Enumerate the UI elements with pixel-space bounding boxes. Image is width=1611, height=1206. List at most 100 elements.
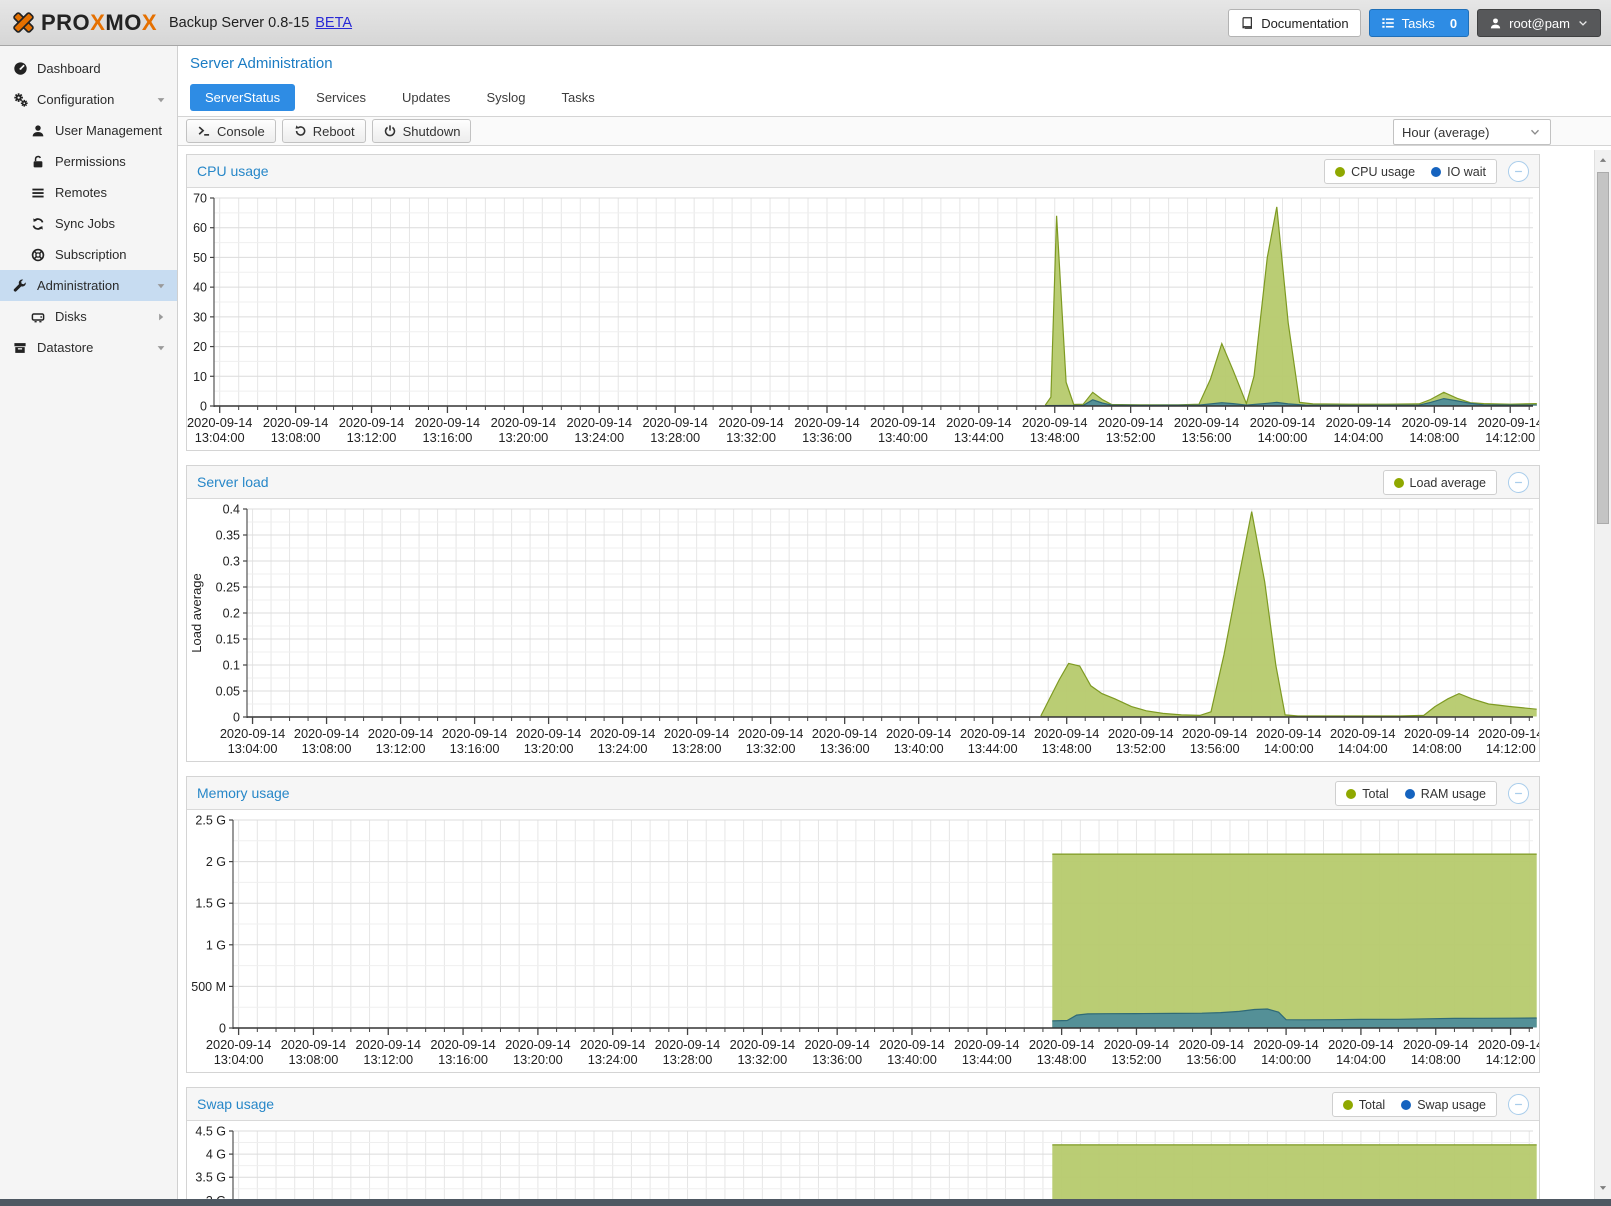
sidebar-item-dashboard[interactable]: Dashboard (0, 53, 177, 84)
sidebar-item-label: Subscription (55, 247, 127, 262)
tab-syslog[interactable]: Syslog (486, 90, 526, 105)
proxmox-logo: PROXMOX (10, 9, 157, 36)
x-tick-time-label: 13:20:00 (524, 741, 574, 756)
scroll-up-arrow-icon[interactable] (1595, 152, 1611, 168)
legend-item[interactable]: IO wait (1431, 165, 1486, 179)
x-tick-time-label: 13:24:00 (598, 741, 648, 756)
sidebar-item-label: Administration (37, 278, 120, 293)
tab-tasks[interactable]: Tasks (561, 90, 595, 105)
y-tick-label: 4 G (206, 1148, 226, 1162)
sidebar-item-sync-jobs[interactable]: Sync Jobs (0, 208, 177, 239)
collapse-panel-icon[interactable] (1508, 472, 1529, 493)
x-tick-date-label: 2020-09-14 (886, 726, 951, 741)
x-tick-time-label: 13:36:00 (802, 430, 852, 445)
caret-down-icon[interactable] (155, 94, 167, 106)
y-tick-label: 1 G (206, 938, 226, 952)
collapse-panel-icon[interactable] (1508, 1094, 1529, 1115)
x-tick-date-label: 2020-09-14 (1478, 1037, 1539, 1052)
dashboard-icon (12, 61, 28, 77)
x-tick-date-label: 2020-09-14 (567, 415, 632, 430)
shutdown-button[interactable]: Shutdown (371, 119, 472, 143)
console-button[interactable]: Console (186, 119, 276, 143)
scrollbar-thumb[interactable] (1597, 172, 1609, 524)
sidebar-item-disks[interactable]: Disks (0, 301, 177, 332)
sidebar-item-label: Permissions (55, 154, 126, 169)
caret-right-icon[interactable] (155, 311, 167, 323)
x-tick-date-label: 2020-09-14 (339, 415, 404, 430)
sidebar-item-permissions[interactable]: Permissions (0, 146, 177, 177)
proxmox-logo-text: PROXMOX (41, 10, 157, 36)
x-tick-date-label: 2020-09-14 (1174, 415, 1239, 430)
x-tick-date-label: 2020-09-14 (1029, 1037, 1094, 1052)
x-tick-date-label: 2020-09-14 (1404, 726, 1469, 741)
x-tick-time-label: 14:08:00 (1411, 1052, 1461, 1067)
sidebar-item-datastore[interactable]: Datastore (0, 332, 177, 363)
period-select-value: Hour (average) (1402, 124, 1490, 140)
tab-services[interactable]: Services (316, 90, 367, 105)
x-tick-date-label: 2020-09-14 (580, 1037, 645, 1052)
legend-item[interactable]: CPU usage (1335, 165, 1415, 179)
scroll-down-arrow-icon[interactable] (1595, 1180, 1611, 1196)
x-tick-time-label: 14:04:00 (1338, 741, 1388, 756)
x-tick-date-label: 2020-09-14 (1034, 726, 1099, 741)
x-tick-date-label: 2020-09-14 (664, 726, 729, 741)
toolbar-button-label: Reboot (312, 123, 355, 139)
x-tick-time-label: 13:52:00 (1106, 430, 1156, 445)
reboot-button[interactable]: Reboot (281, 119, 366, 143)
legend-item[interactable]: RAM usage (1404, 787, 1486, 801)
x-tick-time-label: 13:24:00 (574, 430, 624, 445)
panel-header: Memory usage Total RAM usage (187, 777, 1539, 810)
terminal-icon (197, 124, 211, 138)
x-tick-date-label: 2020-09-14 (718, 415, 783, 430)
legend-dot-icon (1401, 1099, 1412, 1110)
x-tick-time-label: 13:44:00 (968, 741, 1018, 756)
proxmox-x-emblem-icon (13, 12, 34, 33)
panel-header: CPU usage CPU usage IO wait (187, 155, 1539, 188)
sidebar-item-configuration[interactable]: Configuration (0, 84, 177, 115)
period-select[interactable]: Hour (average) (1393, 119, 1551, 145)
x-tick-date-label: 2020-09-14 (1250, 415, 1315, 430)
y-tick-label: 30 (193, 310, 207, 324)
x-tick-time-label: 13:08:00 (289, 1052, 339, 1067)
chart-legend: CPU usage IO wait (1324, 159, 1497, 184)
x-tick-time-label: 14:12:00 (1486, 741, 1536, 756)
x-tick-date-label: 2020-09-14 (946, 415, 1011, 430)
legend-item[interactable]: Load average (1393, 476, 1486, 490)
legend-item[interactable]: Total (1342, 1098, 1385, 1112)
x-tick-time-label: 13:08:00 (302, 741, 352, 756)
memory-usage-panel: Memory usage Total RAM usage 2.5 G 2 G 1.5 G 1… (186, 776, 1540, 1073)
beta-link[interactable]: BETA (315, 14, 353, 31)
tab-serverstatus[interactable]: ServerStatus (190, 84, 296, 111)
x-tick-time-label: 13:16:00 (438, 1052, 488, 1067)
header-actions: Documentation Tasks 0 root@pa (1228, 9, 1601, 37)
x-tick-date-label: 2020-09-14 (1330, 726, 1395, 741)
sidebar-item-user-management[interactable]: User Management (0, 115, 177, 146)
sidebar-item-label: Disks (55, 309, 87, 324)
cpu-usage-panel: CPU usage CPU usage IO wait 70 60 50 40 30 20 10 0… (186, 154, 1540, 451)
page-title: Server Administration (190, 55, 333, 72)
y-tick-label: 1.5 G (195, 897, 226, 911)
legend-dot-icon (1431, 166, 1442, 177)
vertical-scrollbar[interactable] (1594, 150, 1611, 1206)
tasks-button[interactable]: Tasks 0 (1368, 9, 1470, 37)
x-tick-time-label: 13:52:00 (1112, 1052, 1162, 1067)
sidebar-item-subscription[interactable]: Subscription (0, 239, 177, 270)
sidebar-item-administration[interactable]: Administration (0, 270, 177, 301)
user-menu-button[interactable]: root@pam (1477, 9, 1601, 37)
legend-item[interactable]: Swap usage (1401, 1098, 1486, 1112)
sidebar-item-remotes[interactable]: Remotes (0, 177, 177, 208)
tab-updates[interactable]: Updates (402, 90, 451, 105)
top-header: PROXMOX Backup Server 0.8-15 BETA Docume… (0, 0, 1611, 46)
collapse-panel-icon[interactable] (1508, 783, 1529, 804)
documentation-button[interactable]: Documentation (1228, 9, 1361, 37)
x-tick-date-label: 2020-09-14 (263, 415, 328, 430)
legend-item[interactable]: Total (1346, 787, 1389, 801)
caret-down-icon[interactable] (155, 280, 167, 292)
collapse-panel-icon[interactable] (1508, 161, 1529, 182)
x-tick-date-label: 2020-09-14 (590, 726, 655, 741)
caret-down-icon[interactable] (155, 342, 167, 354)
toolbar: Console Reboot Shutdown Hour (average) (178, 116, 1611, 146)
